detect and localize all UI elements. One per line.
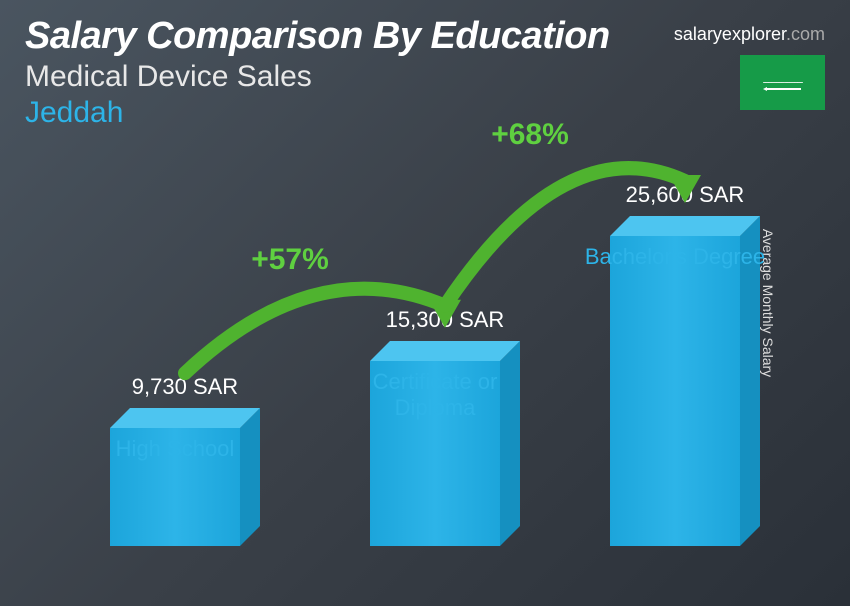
bar-chart: 9,730 SARHigh School15,300 SARCertificat… xyxy=(0,156,850,606)
bar-front xyxy=(610,236,740,546)
flag-emblem-icon: ـــــــــــــــ xyxy=(753,68,813,98)
chart-location: Jeddah xyxy=(25,96,825,130)
bar-top xyxy=(110,408,260,428)
chart-subtitle: Medical Device Sales xyxy=(25,60,825,94)
bar-value-label: 25,600 SAR xyxy=(585,182,785,208)
increase-percent-label: +57% xyxy=(240,243,340,277)
bar-value-label: 15,300 SAR xyxy=(345,307,545,333)
bar-1: 15,300 SARCertificate or Diploma xyxy=(370,361,500,546)
svg-text:ـــــــــــــــ: ـــــــــــــــ xyxy=(762,75,803,85)
bar-0: 9,730 SARHigh School xyxy=(110,428,240,546)
source-attribution: salaryexplorer.com xyxy=(674,24,825,45)
bar-category-label: Certificate or Diploma xyxy=(335,369,535,421)
bar-category-label: Bachelor's Degree xyxy=(575,244,775,270)
source-suffix: .com xyxy=(786,24,825,44)
bar-2: 25,600 SARBachelor's Degree xyxy=(610,236,740,546)
bar-category-label: High School xyxy=(75,436,275,462)
country-flag-saudi: ـــــــــــــــ xyxy=(740,55,825,110)
source-name: salaryexplorer xyxy=(674,24,786,44)
increase-percent-label: +68% xyxy=(480,118,580,152)
bar-top xyxy=(610,216,760,236)
bar-side xyxy=(240,408,260,546)
bar-value-label: 9,730 SAR xyxy=(85,374,285,400)
bar-top xyxy=(370,341,520,361)
